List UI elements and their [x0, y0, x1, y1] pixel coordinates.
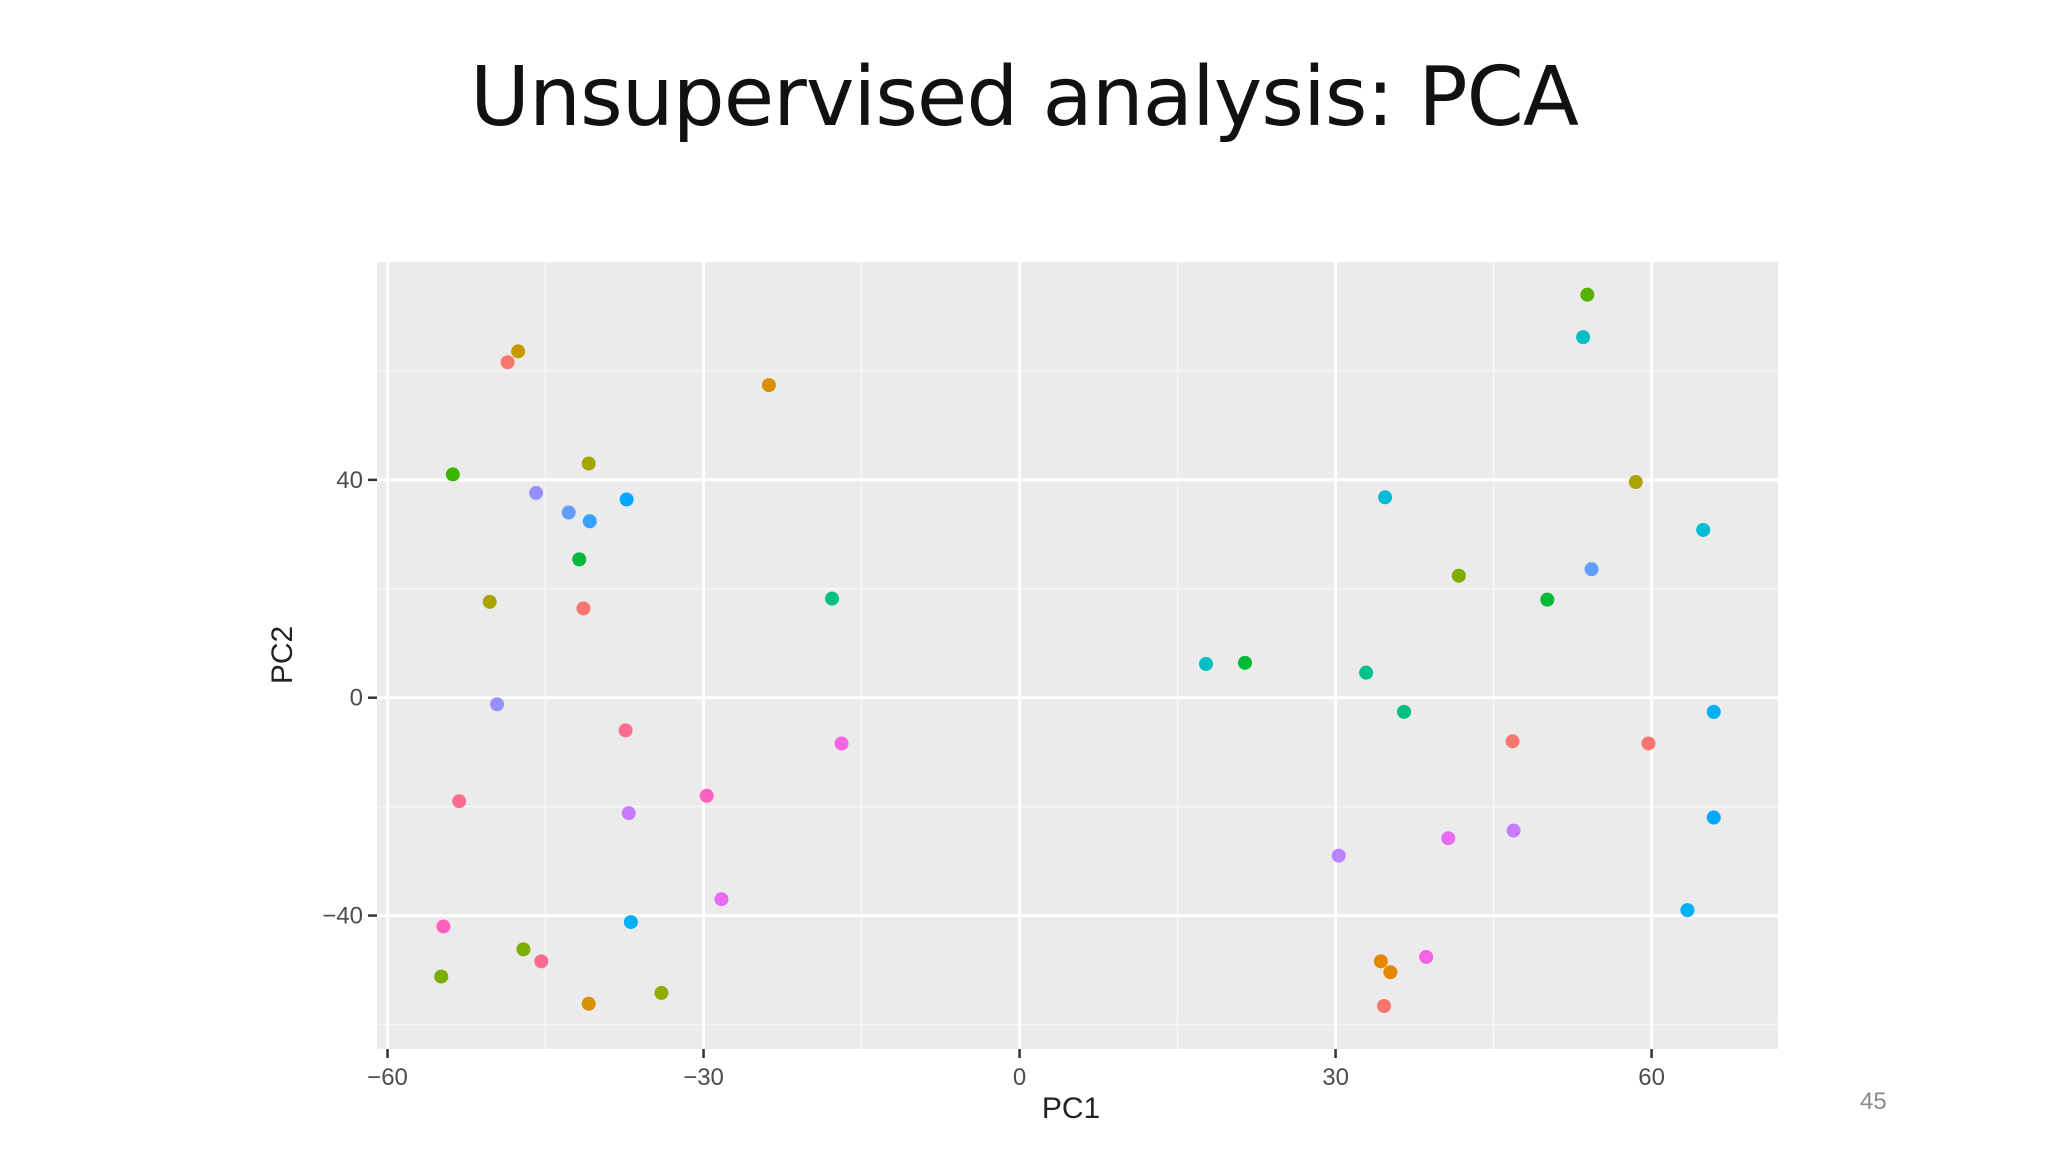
- scatter-point: [1680, 903, 1695, 918]
- scatter-point: [572, 552, 587, 567]
- x-axis: −60 −30 0 30 60: [367, 1049, 1665, 1091]
- slide-title: Unsupervised analysis: PCA: [470, 50, 1579, 145]
- scatter-point: [561, 505, 576, 520]
- scatter-point: [1706, 704, 1721, 719]
- scatter-point: [1506, 823, 1521, 838]
- scatter-point: [1451, 568, 1466, 583]
- scatter-point: [621, 806, 636, 821]
- scatter-point: [1383, 965, 1398, 980]
- data-points: [434, 287, 1721, 1013]
- page-number: 45: [1860, 1088, 1887, 1115]
- scatter-point: [714, 892, 729, 907]
- x-tick-label: −30: [683, 1064, 724, 1091]
- scatter-point: [582, 514, 597, 529]
- scatter-point: [1237, 655, 1252, 670]
- scatter-point: [1696, 522, 1711, 537]
- scatter-point: [834, 736, 849, 751]
- x-tick-label: −60: [367, 1064, 408, 1091]
- scatter-point: [1441, 831, 1456, 846]
- major-gridlines: [377, 262, 1778, 1049]
- scatter-point: [623, 915, 638, 930]
- y-tick-label: −40: [322, 903, 363, 930]
- minor-gridlines: [377, 262, 1778, 1049]
- scatter-point: [654, 985, 669, 1000]
- scatter-point: [452, 794, 467, 809]
- x-axis-label: PC1: [1042, 1092, 1100, 1125]
- scatter-point: [482, 594, 497, 609]
- scatter-point: [1628, 475, 1643, 490]
- scatter-point: [534, 954, 549, 969]
- y-tick-label: 40: [336, 467, 363, 494]
- scatter-point: [1584, 562, 1599, 577]
- scatter-point: [500, 355, 515, 370]
- y-axis: −40 0 40: [322, 467, 377, 930]
- scatter-point: [1378, 490, 1393, 505]
- scatter-point: [1419, 949, 1434, 964]
- x-tick-label: 60: [1638, 1064, 1665, 1091]
- plot-panel: [377, 262, 1778, 1049]
- scatter-point: [576, 601, 591, 616]
- scatter-point: [1331, 848, 1346, 863]
- scatter-point: [699, 788, 714, 803]
- scatter-point: [1706, 810, 1721, 825]
- scatter-point: [434, 969, 449, 984]
- scatter-point: [1359, 665, 1374, 680]
- y-axis-label: PC2: [266, 626, 299, 684]
- scatter-point: [581, 456, 596, 471]
- x-tick-label: 30: [1322, 1064, 1349, 1091]
- scatter-point: [1641, 736, 1656, 751]
- scatter-point: [761, 378, 776, 393]
- scatter-point: [445, 467, 460, 482]
- scatter-point: [1377, 998, 1392, 1013]
- scatter-point: [619, 492, 634, 507]
- scatter-point: [1397, 704, 1412, 719]
- scatter-point: [1373, 954, 1388, 969]
- scatter-point: [1540, 592, 1555, 607]
- scatter-point: [436, 919, 451, 934]
- scatter-point: [581, 996, 596, 1011]
- scatter-point: [825, 591, 840, 606]
- scatter-point: [516, 942, 531, 957]
- x-tick-label: 0: [1013, 1064, 1026, 1091]
- scatter-point: [618, 723, 633, 738]
- scatter-point: [511, 344, 526, 359]
- scatter-point: [1580, 287, 1595, 302]
- scatter-point: [529, 485, 544, 500]
- scatter-point: [490, 697, 505, 712]
- y-tick-label: 0: [350, 685, 363, 712]
- scatter-point: [1199, 656, 1214, 671]
- scatter-point: [1576, 330, 1591, 345]
- scatter-point: [1505, 734, 1520, 749]
